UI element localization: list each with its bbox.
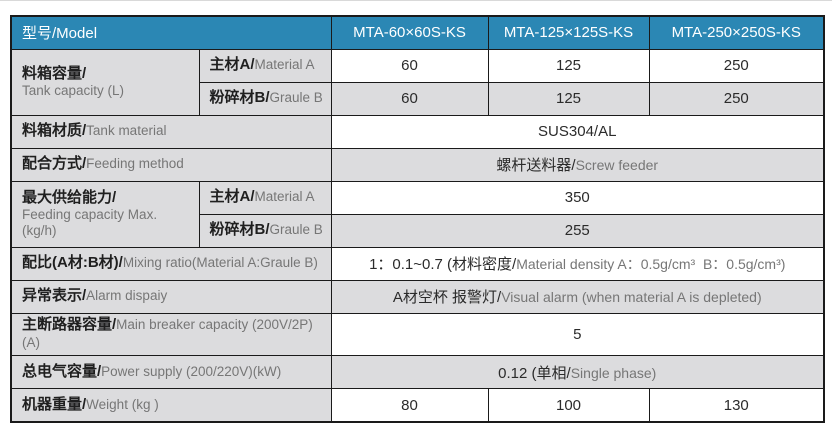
tank-material-label: 料箱材质/Tank material: [10, 114, 332, 149]
tank-capacity-a-value-3: 250: [648, 48, 825, 83]
tank-capacity-a-value-1: 60: [330, 48, 489, 83]
tank-capacity-a-value-2: 125: [487, 48, 650, 83]
tank-capacity-label-en: Tank capacity (L): [22, 82, 125, 98]
feeding-capacity-a-value: 350: [330, 180, 825, 215]
feeding-capacity-label-en2: (kg/h): [22, 222, 57, 238]
graule-b-sublabel: 粉碎材B/Graule B: [198, 81, 332, 116]
model-column-2: MTA-125×125S-KS: [487, 15, 650, 50]
tank-capacity-label-cn: 料箱容量/: [22, 65, 87, 83]
model-header-en: Model: [56, 25, 98, 43]
weight-value-1: 80: [330, 388, 489, 423]
power-supply-label: 总电气容量/Power supply (200/220V)(kW): [10, 355, 332, 390]
tank-capacity-b-value-1: 60: [330, 81, 489, 116]
feeding-capacity-label-en1: Feeding capacity Max.: [22, 206, 158, 222]
table-row: 最大供给能力/ Feeding capacity Max. (kg/h) 主材A…: [10, 180, 825, 248]
tank-capacity-b-value-2: 125: [487, 81, 650, 116]
feeding-capacity-label: 最大供给能力/ Feeding capacity Max. (kg/h): [10, 180, 200, 248]
table-row: 配合方式/Feeding method 螺杆送料器/Screw feeder: [10, 147, 825, 182]
tank-capacity-b-value-3: 250: [648, 81, 825, 116]
feeding-capacity-b-value: 255: [330, 213, 825, 248]
tank-capacity-label: 料箱容量/ Tank capacity (L): [10, 48, 200, 116]
graule-b-sublabel: 粉碎材B/Graule B: [198, 213, 332, 248]
model-column-1: MTA-60×60S-KS: [330, 15, 489, 50]
feeding-method-value: 螺杆送料器/Screw feeder: [330, 147, 825, 182]
feeding-capacity-label-cn: 最大供给能力/: [22, 189, 117, 207]
mixing-ratio-value: 1：0.1~0.7 (材料密度/Material density A：0.5g/…: [330, 246, 825, 281]
table-row: 总电气容量/Power supply (200/220V)(kW) 0.12 (…: [10, 355, 825, 390]
weight-label: 机器重量/Weight (kg ): [10, 388, 332, 423]
table-row: 粉碎材B/Graule B 255: [11, 213, 825, 248]
material-a-sublabel: 主材A/Material A: [198, 48, 332, 83]
breaker-capacity-value: 5: [330, 312, 825, 357]
mixing-ratio-label: 配比(A材:B材)/Mixing ratio(Material A:Graule…: [10, 246, 332, 281]
material-a-sublabel: 主材A/Material A: [198, 180, 332, 215]
weight-value-2: 100: [487, 388, 650, 423]
alarm-display-value: A材空杯 报警灯/Visual alarm (when material A i…: [330, 279, 825, 314]
alarm-display-label: 异常表示/Alarm dispaiy: [10, 279, 332, 314]
table-row: 粉碎材B/Graule B 60 125 250: [11, 81, 825, 116]
power-supply-value: 0.12 (单相/Single phase): [330, 355, 825, 390]
model-header-label: 型号/Model: [10, 15, 332, 50]
table-row: 异常表示/Alarm dispaiy A材空杯 报警灯/Visual alarm…: [10, 279, 825, 314]
table-row: 配比(A材:B材)/Mixing ratio(Material A:Graule…: [10, 246, 825, 281]
tank-material-value: SUS304/AL: [330, 114, 825, 149]
table-row: 主断路器容量/Main breaker capacity (200V/2P)(A…: [10, 312, 825, 357]
model-column-3: MTA-250×250S-KS: [648, 15, 825, 50]
spec-table: 型号/Model MTA-60×60S-KS MTA-125×125S-KS M…: [10, 15, 825, 423]
weight-value-3: 130: [648, 388, 825, 423]
table-header-row: 型号/Model MTA-60×60S-KS MTA-125×125S-KS M…: [10, 15, 825, 50]
feeding-method-label: 配合方式/Feeding method: [10, 147, 332, 182]
table-row: 机器重量/Weight (kg ) 80 100 130: [10, 388, 825, 423]
table-row: 料箱容量/ Tank capacity (L) 主材A/Material A 6…: [10, 48, 825, 116]
breaker-capacity-label: 主断路器容量/Main breaker capacity (200V/2P)(A…: [10, 312, 332, 357]
table-row: 料箱材质/Tank material SUS304/AL: [10, 114, 825, 149]
model-header-cn: 型号/: [22, 25, 57, 43]
